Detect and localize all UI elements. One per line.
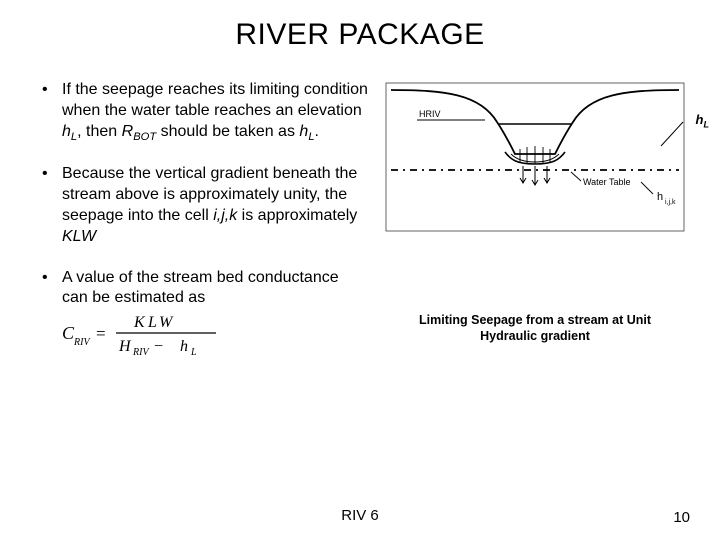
formula-den-hl: h <box>180 338 188 355</box>
b1-hL-h: h <box>62 123 71 140</box>
bullet-list: If the seepage reaches its limiting cond… <box>28 80 368 364</box>
b1-hL2-h: h <box>299 123 308 140</box>
formula-svg: C RIV = K L W H RIV − h L <box>56 311 226 357</box>
footer-left: RIV 6 <box>341 507 379 524</box>
b1-text-pre: If the seepage reaches its limiting cond… <box>62 81 368 119</box>
b1-rbot-r: R <box>122 123 134 140</box>
caption-line-2: Hydraulic gradient <box>419 328 651 344</box>
b3-text: A value of the stream bed conductance ca… <box>62 269 339 307</box>
diagram-caption: Limiting Seepage from a stream at Unit H… <box>419 312 651 345</box>
bullet-item-1: If the seepage reaches its limiting cond… <box>42 80 368 144</box>
hl-outer-leader <box>661 122 683 146</box>
formula-num-w: W <box>159 314 174 331</box>
page-title: RIVER PACKAGE <box>28 18 692 52</box>
content-row: If the seepage reaches its limiting cond… <box>28 80 692 507</box>
river-diagram: HRIV Water <box>385 82 685 232</box>
river-diagram-svg: HRIV Water <box>385 82 685 232</box>
hl-outer-label: hL <box>696 112 710 130</box>
formula: C RIV = K L W H RIV − h L <box>56 311 368 364</box>
b1-text-mid2: should be taken as <box>156 123 299 140</box>
b1-text-mid: , then <box>77 123 121 140</box>
hl-outer-leader-svg <box>657 116 697 156</box>
b2-klw: KLW <box>62 228 96 245</box>
b2-ijk: i,j,k <box>213 207 237 224</box>
slide-root: RIVER PACKAGE If the seepage reaches its… <box>0 0 720 540</box>
hriv-label: HRIV <box>419 109 441 119</box>
formula-den-minus: − <box>154 338 163 355</box>
water-table-label: Water Table <box>583 177 631 187</box>
b2-text-mid: is approximately <box>237 207 357 224</box>
hijk-label-h: h <box>657 191 663 203</box>
caption-line-1: Limiting Seepage from a stream at Unit <box>419 312 651 328</box>
bullet-item-3: A value of the stream bed conductance ca… <box>42 268 368 364</box>
b1-text-end: . <box>315 123 319 140</box>
formula-den-h-sub: RIV <box>132 347 150 357</box>
hijk-label-sub: i,j,k <box>665 199 676 206</box>
formula-eq: = <box>96 324 106 343</box>
formula-den-hl-sub: L <box>190 347 197 357</box>
formula-c-sub: RIV <box>73 337 91 348</box>
footer: RIV 6 10 <box>28 507 692 526</box>
b1-rbot-sub: BOT <box>133 131 156 143</box>
bullet-item-2: Because the vertical gradient beneath th… <box>42 164 368 247</box>
formula-num-l: L <box>147 314 157 331</box>
hl-outer-sub: L <box>703 120 709 130</box>
formula-num-k: K <box>133 314 146 331</box>
formula-den-h: H <box>118 338 132 355</box>
right-column: HRIV Water <box>378 80 692 507</box>
footer-right: 10 <box>673 509 690 526</box>
left-column: If the seepage reaches its limiting cond… <box>28 80 368 507</box>
